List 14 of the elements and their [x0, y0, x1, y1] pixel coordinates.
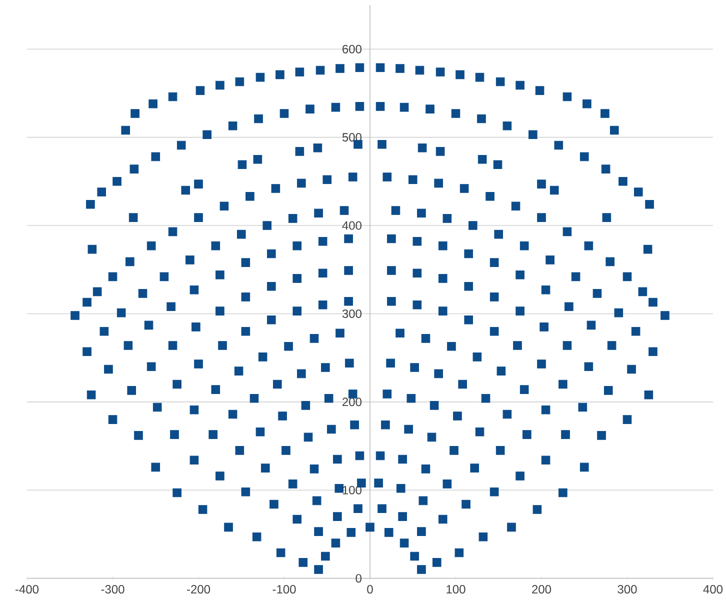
x-tick-label: 200 [532, 584, 552, 594]
x-tick-label: -300 [101, 584, 124, 594]
y-tick-label: 300 [342, 309, 362, 318]
x-tick-label: 300 [618, 584, 637, 594]
x-tick-label: 400 [703, 584, 723, 594]
y-tick-label: 0 [356, 574, 362, 582]
x-tick-label: -400 [16, 584, 39, 594]
y-tick-label: 600 [342, 44, 362, 54]
x-tick-label: -100 [272, 584, 296, 594]
x-tick-label: 100 [446, 584, 466, 594]
x-tick-label: 0 [367, 584, 373, 594]
y-tick-label: 400 [342, 221, 362, 230]
x-tick-label: -200 [187, 584, 210, 594]
y-tick-label: 200 [342, 398, 362, 406]
